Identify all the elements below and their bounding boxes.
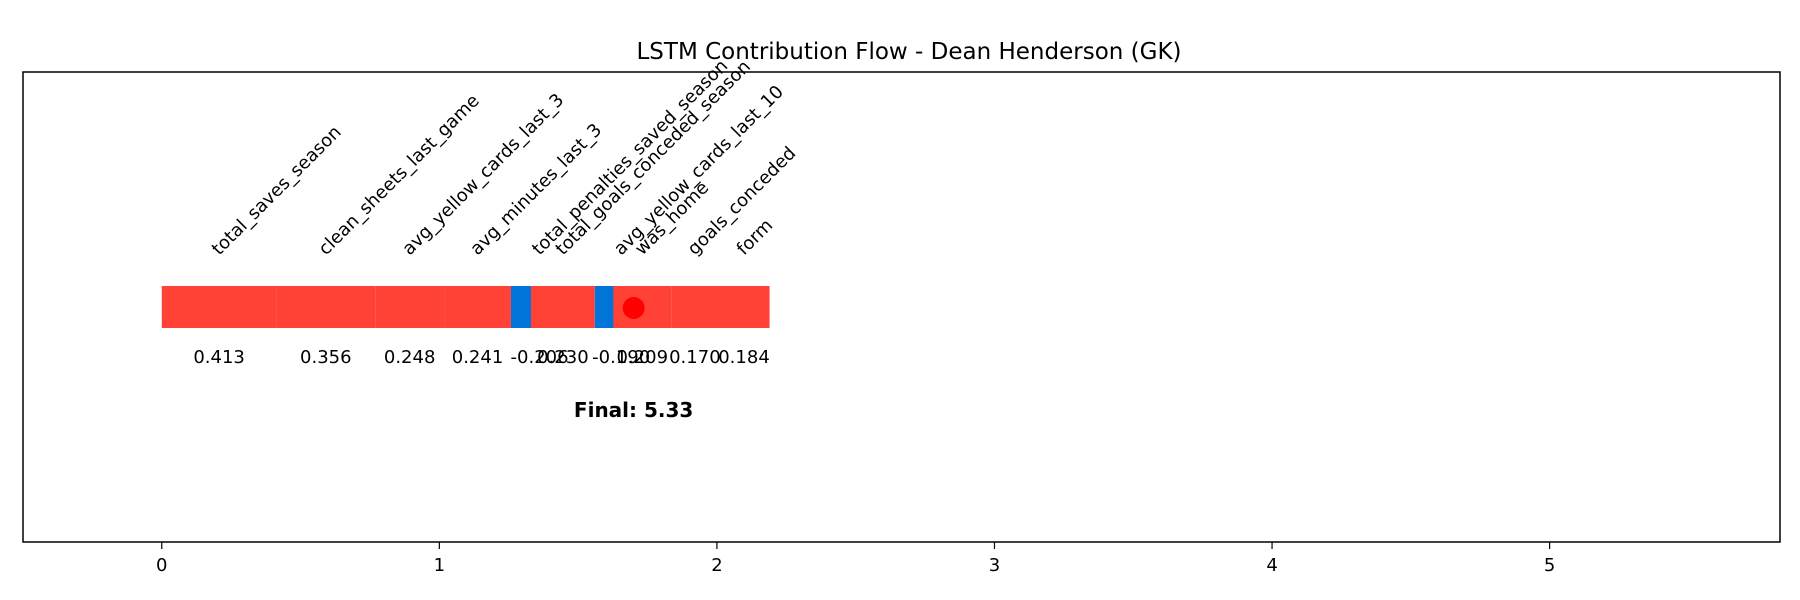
plot-area-frame	[22, 71, 1781, 543]
value-label-avg_minutes_last_3: 0.241	[452, 347, 504, 368]
value-label-total_penalties_saved_season: -0.206	[511, 347, 569, 368]
final-label: Final: 5.33	[574, 398, 693, 422]
x-axis: 0 1 2 3 4 5	[156, 542, 1555, 576]
feature-labels-layer: total_saves_seasonclean_sheets_last_game…	[208, 56, 800, 260]
x-tick-label-5: 5	[1544, 555, 1555, 576]
x-tick-label-2: 2	[711, 555, 722, 576]
bar-total_goals_conceded_season	[530, 286, 595, 328]
value-label-total_goals_conceded_season: 0.230	[537, 347, 589, 368]
bar-goals_conceded	[671, 286, 719, 328]
bar-form	[718, 286, 770, 328]
bars-layer	[161, 286, 770, 328]
marker-layer	[622, 297, 645, 319]
x-tick-label-1: 1	[434, 555, 445, 576]
value-label-clean_sheets_last_game: 0.356	[300, 347, 352, 368]
feature-label-clean_sheets_last_game: clean_sheets_last_game	[315, 90, 484, 259]
x-tick-label-4: 4	[1266, 555, 1277, 576]
value-label-avg_yellow_cards_last_10: -0.190	[592, 347, 650, 368]
value-label-was_home: 0.209	[617, 347, 669, 368]
value-label-form: 0.184	[718, 347, 770, 368]
feature-label-form: form	[733, 215, 778, 260]
bar-total_saves_season	[161, 286, 277, 328]
bar-avg_minutes_last_3	[444, 286, 511, 328]
x-tick-label-0: 0	[156, 555, 167, 576]
chart-title: LSTM Contribution Flow - Dean Henderson …	[636, 39, 1181, 65]
final-marker	[622, 297, 645, 319]
value-label-total_saves_season: 0.413	[193, 347, 245, 368]
value-label-avg_yellow_cards_last_3: 0.248	[384, 347, 436, 368]
x-tick-label-3: 3	[989, 555, 1000, 576]
value-label-goals_conceded: 0.170	[669, 347, 721, 368]
bar-avg_yellow_cards_last_3	[375, 286, 445, 328]
bar-clean_sheets_last_game	[276, 286, 376, 328]
